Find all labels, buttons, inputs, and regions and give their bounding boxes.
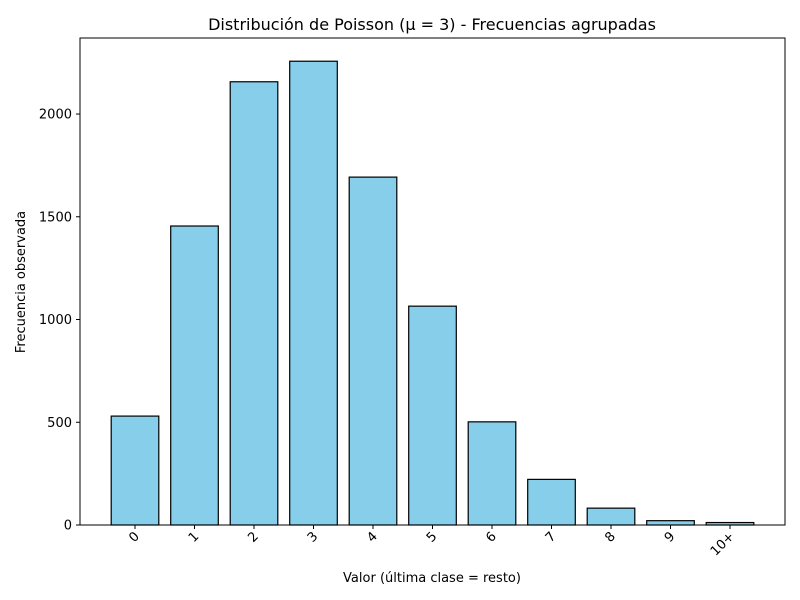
bar-9 <box>646 520 695 526</box>
x-tick-label: 8 <box>602 529 618 545</box>
x-axis: 0 1 2 3 4 5 6 7 8 9 10+ <box>126 525 738 559</box>
y-axis-label: Frecuencia observada <box>14 211 29 353</box>
x-tick-label: 3 <box>305 529 321 545</box>
x-tick-label: 1 <box>186 529 202 545</box>
y-tick-label: 0 <box>64 519 72 534</box>
x-tick-label: 0 <box>126 529 142 545</box>
x-tick-label: 2 <box>245 529 261 545</box>
bar-7 <box>527 478 576 526</box>
x-tick-label: 4 <box>364 529 380 545</box>
x-tick-label: 7 <box>543 529 559 545</box>
bar-5 <box>408 305 457 526</box>
bar-10+ <box>705 521 755 526</box>
bars-group <box>110 60 755 526</box>
y-tick-label: 1000 <box>39 313 72 328</box>
bar-4 <box>348 176 398 526</box>
bar-6 <box>467 421 517 526</box>
x-tick-label: 10+ <box>708 529 738 559</box>
chart-title: Distribución de Poisson (μ = 3) - Frecue… <box>208 15 656 34</box>
x-tick-label: 6 <box>483 529 499 545</box>
y-tick-label: 2000 <box>39 108 72 123</box>
bar-8 <box>586 507 636 526</box>
bar-2 <box>229 81 279 526</box>
bar-1 <box>170 225 219 526</box>
y-tick-label: 1500 <box>39 210 72 225</box>
x-axis-label: Valor (última clase = resto) <box>343 571 521 586</box>
x-tick-label: 5 <box>424 529 440 545</box>
y-tick-label: 500 <box>47 416 72 431</box>
y-axis: 0 500 1000 1500 2000 <box>39 108 80 534</box>
bar-0 <box>110 415 160 526</box>
x-tick-label: 9 <box>662 529 678 545</box>
bar-3 <box>289 60 338 526</box>
